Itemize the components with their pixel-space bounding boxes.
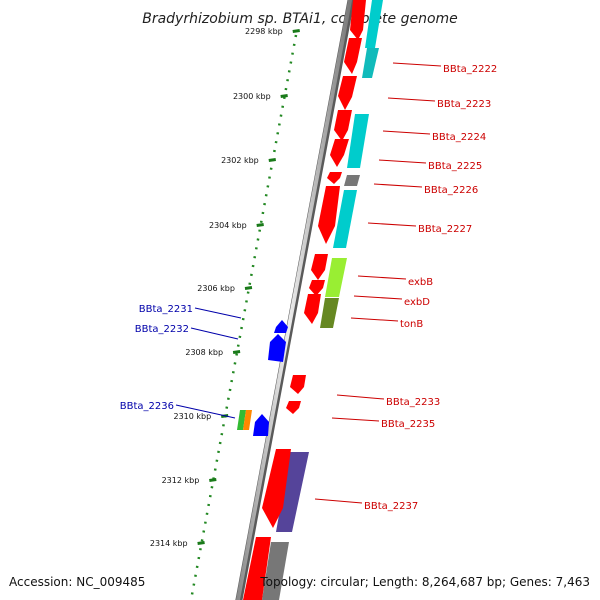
cds-feature <box>276 452 309 532</box>
kbp-tick-label: 2310 kbp <box>173 412 211 421</box>
cds-feature <box>362 48 379 78</box>
kbp-tick-label: 2312 kbp <box>162 476 200 485</box>
gene-feature-reverse <box>253 414 269 436</box>
gene-label: BBta_2225 <box>428 161 482 172</box>
cds-feature <box>365 0 383 48</box>
ruler-ticks: 2298 kbp 2300 kbp 2302 kbp 2304 kbp 2306 kbp… <box>150 27 300 548</box>
gene-feature-forward <box>290 375 306 394</box>
kbp-tick-label: 2308 kbp <box>185 348 223 357</box>
label-leader-line <box>350 317 399 322</box>
kbp-tick-label: 2304 kbp <box>209 221 247 230</box>
gene-feature-forward <box>327 172 342 184</box>
gene-feature-forward <box>344 38 362 74</box>
ruler-tick <box>232 350 241 354</box>
label-leader-line <box>331 417 380 422</box>
gene-label: BBta_2227 <box>418 224 472 235</box>
gene-label: BBta_2231 <box>139 304 193 315</box>
gene-label: BBta_2232 <box>135 324 189 335</box>
gene-feature <box>243 410 252 430</box>
label-leader-line <box>194 307 242 319</box>
kbp-tick-label: 2302 kbp <box>221 156 259 165</box>
gene-label: BBta_2222 <box>443 64 497 75</box>
label-leader-line <box>175 404 236 419</box>
kbp-tick-label: 2298 kbp <box>245 27 283 36</box>
cds-feature <box>333 190 357 248</box>
gene-feature-forward <box>262 449 291 528</box>
gene-label: BBta_2235 <box>381 419 435 430</box>
gene-feature-reverse <box>274 320 288 333</box>
label-leader-line <box>357 275 407 280</box>
cds-feature <box>344 175 360 186</box>
gene-feature-forward <box>286 401 301 414</box>
gene-feature-forward <box>304 294 321 324</box>
label-leader-line <box>314 498 363 504</box>
ruler-tick <box>280 94 288 98</box>
kbp-tick-label: 2300 kbp <box>233 92 271 101</box>
ruler-tick <box>256 223 264 227</box>
gene-feature-forward <box>243 537 271 600</box>
ruler-tick <box>268 158 276 162</box>
label-leader-line <box>378 159 427 164</box>
gene-label: BBta_2226 <box>424 185 478 196</box>
label-leader-line <box>387 97 436 102</box>
cds-feature <box>347 114 369 168</box>
label-leader-line <box>190 327 239 340</box>
label-leader-line <box>373 183 423 188</box>
label-leader-line <box>382 130 431 135</box>
gene-feature-forward <box>338 76 357 110</box>
ruler-tick <box>244 286 253 290</box>
accession-text: Accession: NC_009485 <box>9 575 145 589</box>
gene-feature-forward <box>309 280 325 296</box>
gene-feature-reverse <box>268 334 286 362</box>
gene-labels: BBta_2222 BBta_2223 BBta_2224 BBta_2225 BBta… <box>120 64 497 512</box>
gene-label: tonB <box>400 319 423 330</box>
gene-feature-forward <box>318 186 340 244</box>
gene-label: BBta_2237 <box>364 501 418 512</box>
gene-feature-forward <box>311 254 328 280</box>
label-leader-line <box>353 295 403 300</box>
gene-label: BBta_2223 <box>437 99 491 110</box>
label-leader-line <box>392 62 442 67</box>
gene-label: BBta_2236 <box>120 401 174 412</box>
kbp-tick-label: 2306 kbp <box>197 284 235 293</box>
gene-feature-forward <box>330 139 349 167</box>
cds-feature <box>262 542 289 600</box>
label-leader-line <box>336 394 385 400</box>
cds-feature <box>320 298 339 328</box>
gene-feature-forward <box>350 0 366 40</box>
ruler-tick <box>209 478 217 482</box>
map-title: Bradyrhizobium sp. BTAi1, complete genom… <box>142 11 458 27</box>
cds-feature <box>325 258 347 297</box>
gene-features <box>237 0 383 600</box>
kbp-tick-label: 2314 kbp <box>150 539 188 548</box>
gene-label: BBta_2224 <box>432 132 486 143</box>
ruler-tick <box>292 29 300 33</box>
label-leader-line <box>367 222 417 227</box>
gene-label: exbB <box>408 277 433 288</box>
gene-feature-forward <box>334 110 352 141</box>
label-leaders <box>175 62 442 504</box>
genome-summary-text: Topology: circular; Length: 8,264,687 bp… <box>259 575 590 589</box>
gene-label: BBta_2233 <box>386 397 440 408</box>
genome-backbone-highlight <box>235 0 353 600</box>
position-ruler <box>189 34 298 600</box>
ruler-tick <box>197 541 205 545</box>
gene-label: exbD <box>404 297 430 308</box>
